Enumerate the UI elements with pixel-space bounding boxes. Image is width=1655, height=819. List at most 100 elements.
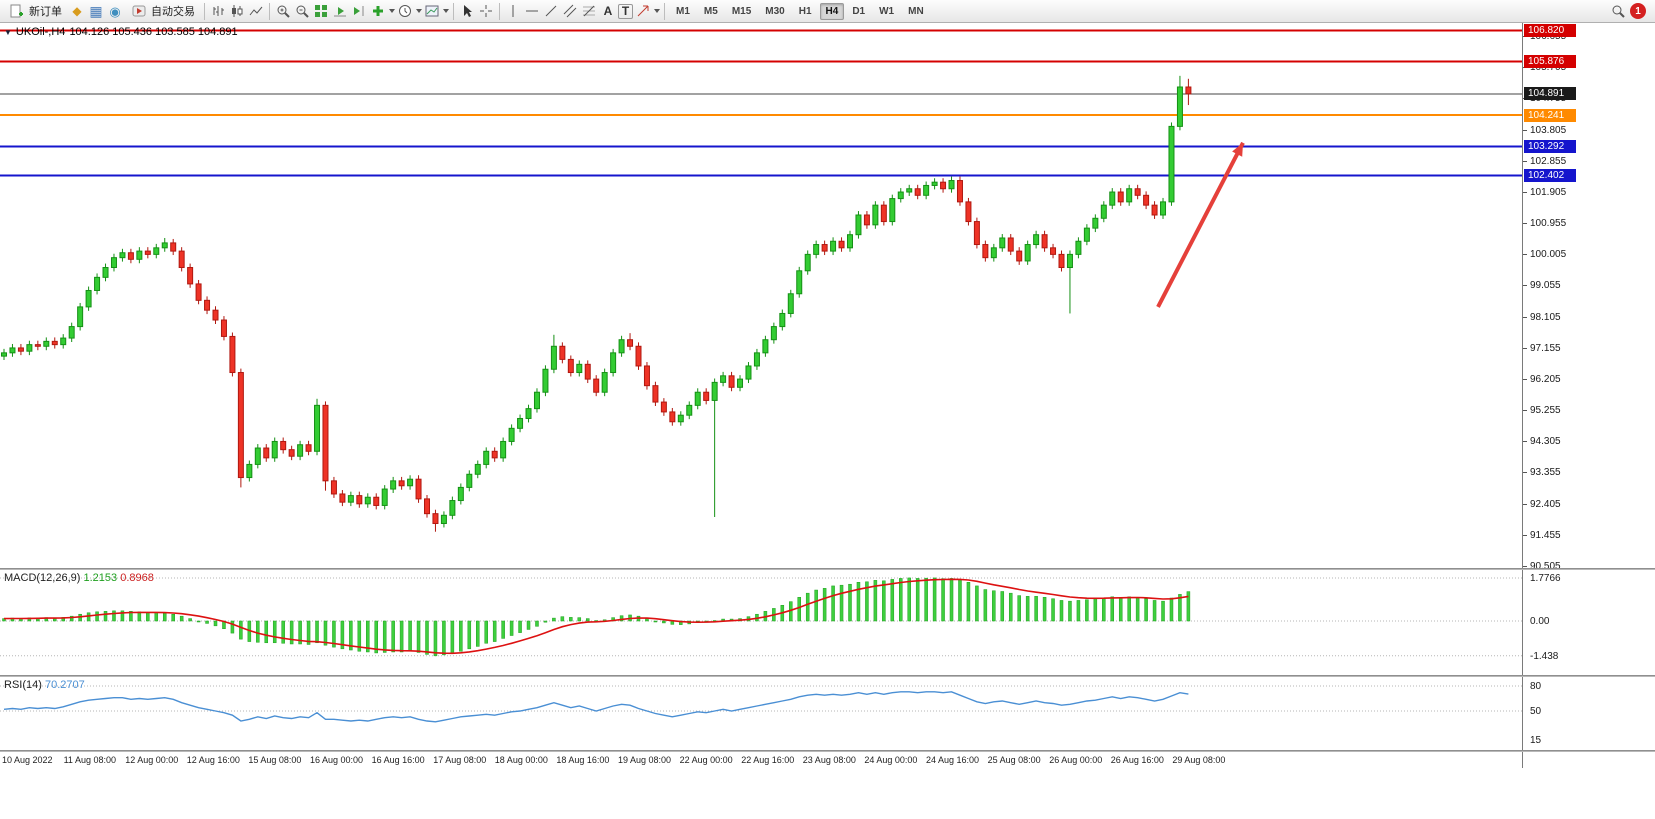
macd-main-value: 1.2153 (83, 572, 118, 584)
axis-tick (1523, 160, 1527, 162)
macd-chart[interactable] (0, 570, 1522, 675)
macd-signal-line (3, 578, 1189, 655)
axis-tick (1523, 285, 1527, 287)
timeframe-d1-button[interactable]: D1 (846, 3, 871, 20)
periods-icon[interactable] (396, 2, 414, 20)
time-axis-label: 12 Aug 00:00 (125, 755, 179, 765)
axis-tick (1523, 347, 1527, 349)
price-scale-label: 102.855 (1530, 155, 1567, 167)
time-axis-label: 16 Aug 00:00 (310, 755, 364, 765)
time-axis-label: 26 Aug 16:00 (1110, 755, 1164, 765)
fibonacci-icon[interactable] (580, 2, 598, 20)
indicators-dropdown-caret[interactable] (389, 9, 395, 13)
horizontal-line-icon[interactable] (523, 2, 541, 20)
axis-tick (1523, 566, 1527, 567)
arrows-dropdown-caret[interactable] (654, 9, 660, 13)
macd-signal-value: 0.8968 (120, 572, 154, 584)
time-axis-label: 25 Aug 08:00 (987, 755, 1041, 765)
time-axis-label: 23 Aug 08:00 (802, 755, 856, 765)
timeframe-mn-button[interactable]: MN (902, 3, 930, 20)
rsi-scale-label: 50 (1530, 706, 1542, 717)
ohlc-values: 104.126 105.436 103.585 104.891 (69, 26, 238, 38)
symbol-dropdown-icon[interactable]: ▼ (4, 27, 12, 37)
time-axis-label: 19 Aug 08:00 (618, 755, 672, 765)
panel-divider (0, 750, 1655, 752)
rsi-value: 70.2707 (44, 679, 85, 691)
new-order-icon (8, 2, 26, 20)
vertical-line-icon[interactable] (504, 2, 522, 20)
data-window-icon[interactable]: ▦ (89, 3, 103, 19)
price-scale-label: 98.105 (1530, 311, 1561, 323)
navigator-icon[interactable]: ◉ (109, 3, 121, 19)
new-order-label: 新订单 (29, 6, 62, 18)
new-order-button[interactable]: 新订单 (3, 2, 67, 21)
price-scale-label: 93.355 (1530, 467, 1561, 479)
templates-dropdown-caret[interactable] (443, 9, 449, 13)
price-scale-label: 96.205 (1530, 373, 1561, 385)
crosshair-icon[interactable] (477, 2, 495, 20)
macd-panel[interactable]: MACD(12,26,9) 1.2153 0.8968 (0, 570, 1522, 675)
auto-scroll-icon[interactable] (331, 2, 349, 20)
equidistant-channel-icon[interactable] (561, 2, 579, 20)
tile-windows-icon[interactable] (312, 2, 330, 20)
candles (1, 75, 1192, 532)
price-badge: 104.891 (1524, 87, 1576, 101)
axis-tick (1523, 534, 1527, 536)
timeframe-m30-button[interactable]: M30 (759, 3, 790, 20)
zoom-in-icon[interactable] (274, 2, 292, 20)
price-badge: 105.876 (1524, 55, 1576, 69)
chart-shift-icon[interactable] (350, 2, 368, 20)
templates-icon[interactable] (423, 2, 441, 20)
toolbar-separator (499, 2, 500, 20)
timeframe-h1-button[interactable]: H1 (793, 3, 818, 20)
notification-badge[interactable]: 1 (1630, 3, 1646, 19)
macd-label: MACD(12,26,9) 1.2153 0.8968 (4, 572, 154, 584)
time-axis-label: 22 Aug 00:00 (679, 755, 733, 765)
axis-tick (1523, 410, 1527, 412)
zoom-out-icon[interactable] (293, 2, 311, 20)
price-scale-label: 97.155 (1530, 342, 1561, 354)
trendline-icon[interactable] (542, 2, 560, 20)
axis-tick (1523, 472, 1527, 474)
timeframe-m5-button[interactable]: M5 (698, 3, 724, 20)
time-axis-label: 24 Aug 16:00 (926, 755, 980, 765)
timeframe-m1-button[interactable]: M1 (670, 3, 696, 20)
candlestick-chart[interactable] (0, 23, 1522, 568)
price-scale-label: 90.505 (1530, 561, 1561, 572)
price-chart-panel[interactable]: ▼ UKOil-,H4 104.126 105.436 103.585 104.… (0, 23, 1522, 568)
market-watch-icon[interactable]: ◆ (72, 4, 82, 18)
bar-chart-icon[interactable] (209, 2, 227, 20)
autotrading-button[interactable]: 自动交易 (125, 2, 200, 21)
candlestick-chart-icon[interactable] (228, 2, 246, 20)
rsi-panel[interactable]: RSI(14) 70.2707 (0, 677, 1522, 750)
rsi-chart[interactable] (0, 677, 1522, 750)
rsi-label: RSI(14) 70.2707 (4, 679, 85, 691)
price-axis[interactable]: 106.655105.705104.755103.805102.855101.9… (1522, 23, 1655, 768)
rsi-line (3, 691, 1189, 723)
cursor-icon[interactable] (458, 2, 476, 20)
timeframe-w1-button[interactable]: W1 (873, 3, 900, 20)
trend-arrow-annotation[interactable] (1156, 141, 1245, 308)
horizontal-lines (0, 29, 1522, 177)
toolbar-separator (204, 2, 205, 20)
time-axis-label: 24 Aug 00:00 (864, 755, 918, 765)
axis-tick (1523, 129, 1527, 131)
autotrading-icon (130, 2, 148, 20)
autotrading-label: 自动交易 (151, 6, 195, 18)
timeframe-h4-button[interactable]: H4 (819, 2, 845, 20)
timeframe-m15-button[interactable]: M15 (726, 3, 757, 20)
time-axis-label: 18 Aug 16:00 (556, 755, 610, 765)
indicators-icon[interactable] (369, 2, 387, 20)
time-axis[interactable]: 10 Aug 2022 11 Aug 08:00 12 Aug 00:00 12 Au… (0, 752, 1522, 770)
label-icon[interactable]: T (618, 3, 633, 19)
panel-divider[interactable] (0, 675, 1655, 677)
periods-dropdown-caret[interactable] (416, 9, 422, 13)
arrows-icon[interactable] (634, 2, 652, 20)
price-scale-label: 100.955 (1530, 218, 1567, 230)
text-icon[interactable]: A (603, 4, 613, 18)
axis-tick (1523, 378, 1527, 380)
price-scale-label: 91.455 (1530, 529, 1561, 541)
panel-divider[interactable] (0, 568, 1655, 570)
search-icon[interactable] (1609, 2, 1627, 20)
line-chart-icon[interactable] (247, 2, 265, 20)
